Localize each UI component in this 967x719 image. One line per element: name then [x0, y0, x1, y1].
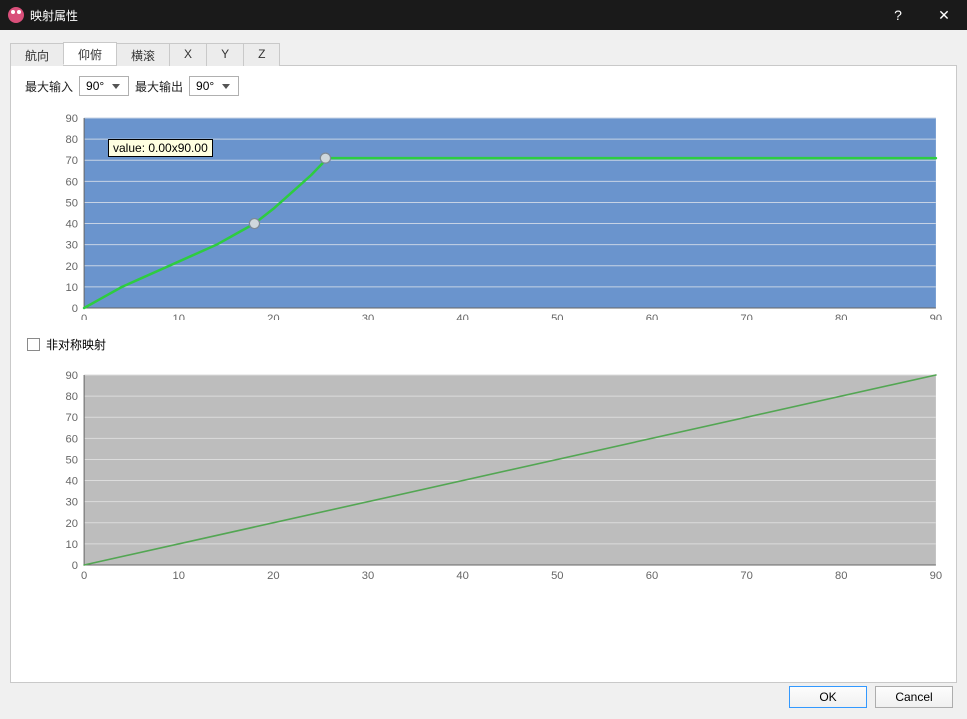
- tab-x[interactable]: X: [169, 43, 207, 66]
- chart-tooltip: value: 0.00x90.00: [108, 139, 213, 157]
- svg-text:50: 50: [66, 198, 78, 210]
- max-output-label: 最大输出: [135, 78, 183, 95]
- svg-text:90: 90: [66, 370, 78, 382]
- svg-text:0: 0: [72, 303, 78, 315]
- svg-text:70: 70: [66, 155, 78, 167]
- svg-text:40: 40: [456, 570, 468, 579]
- svg-text:30: 30: [66, 240, 78, 252]
- svg-text:70: 70: [740, 313, 752, 320]
- controls-row: 最大输入 90° 最大输出 90°: [25, 76, 942, 96]
- svg-text:30: 30: [362, 313, 374, 320]
- tab-y[interactable]: Y: [206, 43, 244, 66]
- svg-text:30: 30: [362, 570, 374, 579]
- svg-text:60: 60: [66, 433, 78, 445]
- asym-checkbox[interactable]: [27, 338, 40, 351]
- cancel-button[interactable]: Cancel: [875, 686, 953, 708]
- svg-text:20: 20: [267, 313, 279, 320]
- tab-pitch[interactable]: 仰俯: [63, 42, 117, 65]
- chevron-down-icon: [222, 84, 230, 89]
- svg-text:50: 50: [551, 570, 563, 579]
- svg-text:80: 80: [835, 313, 847, 320]
- svg-text:10: 10: [66, 282, 78, 294]
- svg-text:0: 0: [81, 570, 87, 579]
- svg-text:20: 20: [66, 261, 78, 273]
- buttons-bar: OK Cancel: [0, 683, 967, 719]
- svg-text:30: 30: [66, 497, 78, 509]
- app-icon: [8, 7, 24, 23]
- chart-secondary-svg: 0 10 20 30 40 50 60 70 80 90 0 10 20 30 40 50 60 70 80 90: [25, 369, 942, 579]
- content-area: 航向仰俯横滚XYZ 最大输入 90° 最大输出 90° 0 10 20 30 40 50 6…: [0, 30, 967, 683]
- tab-roll[interactable]: 横滚: [116, 43, 170, 66]
- svg-text:80: 80: [835, 570, 847, 579]
- close-button[interactable]: ✕: [921, 0, 967, 30]
- svg-text:40: 40: [456, 313, 468, 320]
- window-title: 映射属性: [30, 7, 78, 24]
- asym-checkbox-label: 非对称映射: [46, 336, 106, 353]
- chart-secondary: 0 10 20 30 40 50 60 70 80 90 0 10 20 30 40 50 60 70 80 90: [25, 369, 942, 579]
- help-button[interactable]: ?: [875, 0, 921, 30]
- svg-text:60: 60: [646, 313, 658, 320]
- asym-checkbox-row: 非对称映射: [27, 336, 942, 353]
- chevron-down-icon: [112, 84, 120, 89]
- svg-text:40: 40: [66, 476, 78, 488]
- max-input-label: 最大输入: [25, 78, 73, 95]
- svg-text:0: 0: [81, 313, 87, 320]
- tab-bar: 航向仰俯横滚XYZ: [10, 42, 957, 66]
- max-output-value: 90°: [196, 79, 214, 93]
- svg-text:40: 40: [66, 219, 78, 231]
- chart-primary[interactable]: 0 10 20 30 40 50 60 70 80 90 0 10 20 30 40 50 60 70 80 90 v…: [25, 110, 942, 320]
- svg-text:50: 50: [66, 455, 78, 467]
- svg-text:20: 20: [267, 570, 279, 579]
- svg-text:90: 90: [930, 313, 942, 320]
- tab-z[interactable]: Z: [243, 43, 280, 66]
- svg-text:0: 0: [72, 560, 78, 572]
- svg-text:20: 20: [66, 518, 78, 530]
- svg-text:80: 80: [66, 134, 78, 146]
- tab-panel: 最大输入 90° 最大输出 90° 0 10 20 30 40 50 60 70 80 90 0 10…: [10, 66, 957, 683]
- svg-text:50: 50: [551, 313, 563, 320]
- titlebar: 映射属性 ? ✕: [0, 0, 967, 30]
- tab-heading[interactable]: 航向: [10, 43, 64, 66]
- max-output-combo[interactable]: 90°: [189, 76, 239, 96]
- ok-button[interactable]: OK: [789, 686, 867, 708]
- svg-text:10: 10: [173, 313, 185, 320]
- svg-text:10: 10: [66, 539, 78, 551]
- svg-text:10: 10: [173, 570, 185, 579]
- svg-text:90: 90: [930, 570, 942, 579]
- svg-text:80: 80: [66, 391, 78, 403]
- max-input-combo[interactable]: 90°: [79, 76, 129, 96]
- svg-text:70: 70: [66, 412, 78, 424]
- svg-text:70: 70: [740, 570, 752, 579]
- max-input-value: 90°: [86, 79, 104, 93]
- svg-text:60: 60: [66, 176, 78, 188]
- svg-text:60: 60: [646, 570, 658, 579]
- svg-text:90: 90: [66, 113, 78, 125]
